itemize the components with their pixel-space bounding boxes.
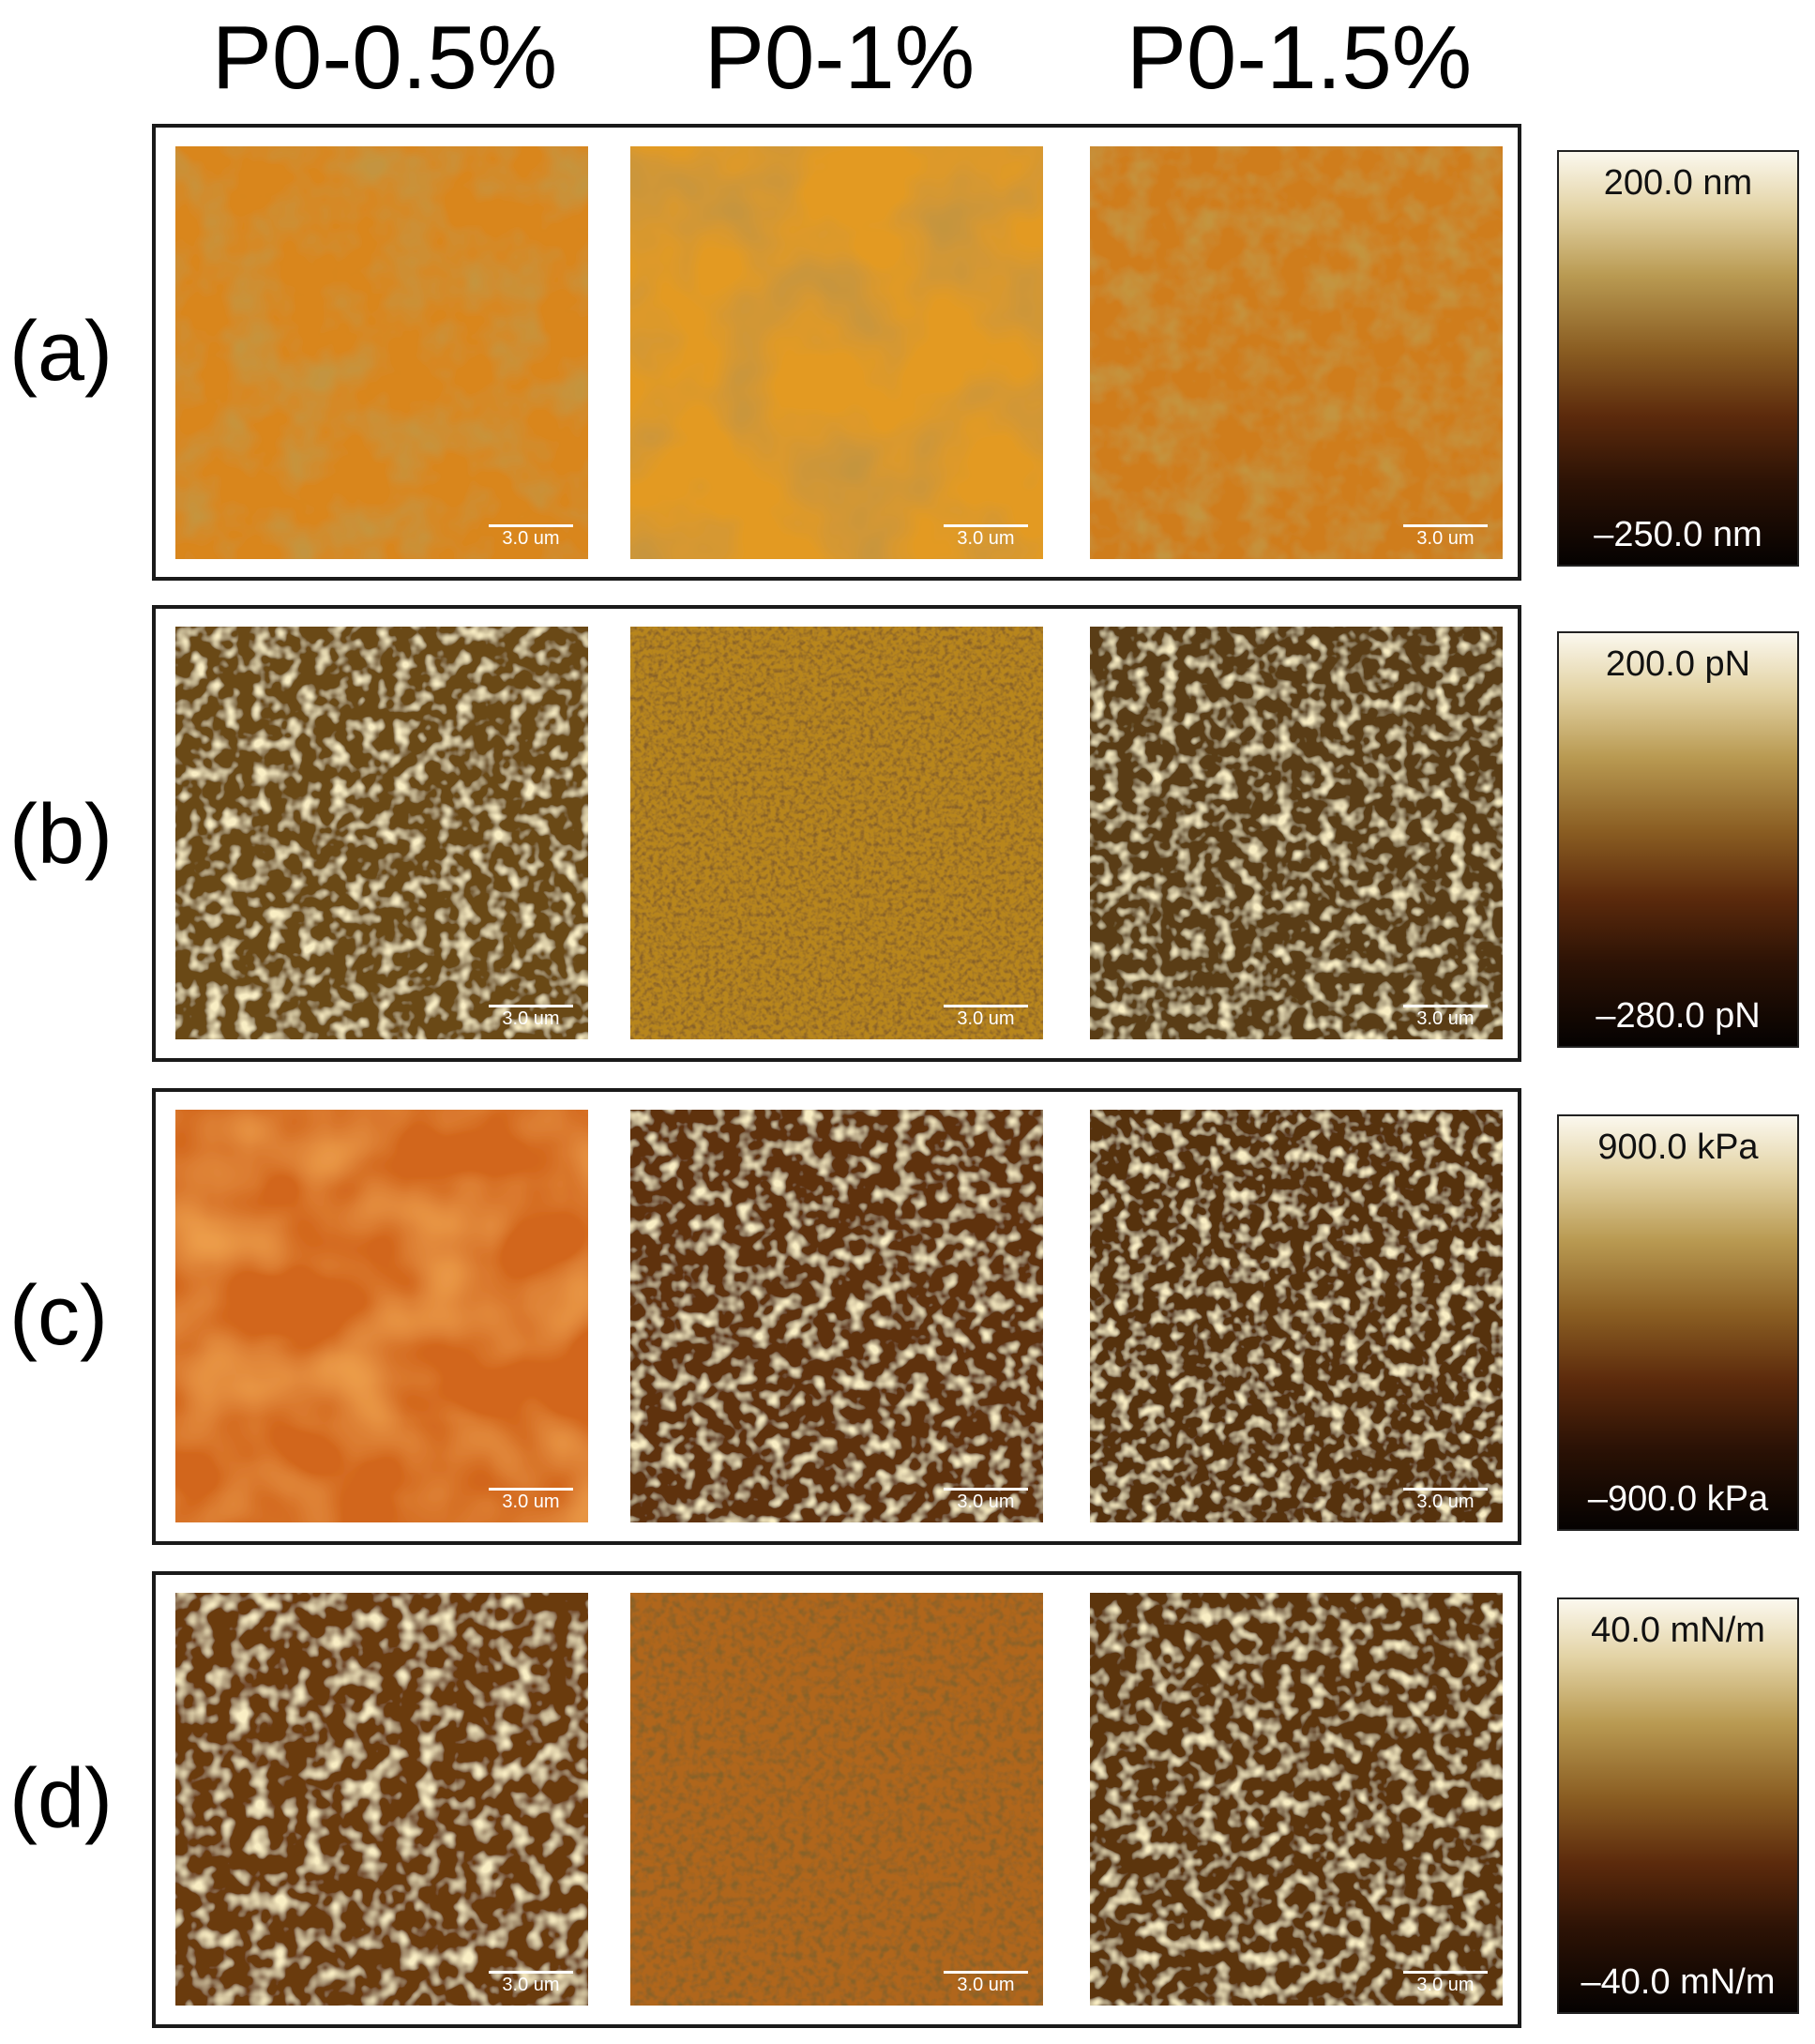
column-header-p0-1.5: P0-1.5% [1126,8,1473,108]
afm-texture [630,627,1043,1039]
scale-bar-label: 3.0 um [502,1491,560,1512]
afm-image-c-p0-1.5: 3.0 um [1090,1110,1503,1522]
row-label-a: (a) [9,305,113,399]
scale-bar-line [489,524,573,527]
colorbar-min-label: –250.0 nm [1594,515,1762,554]
scale-bar: 3.0 um [944,1971,1028,1994]
afm-image-a-p0-0.5: 3.0 um [175,146,588,559]
scale-bar-line [944,1005,1028,1007]
afm-texture [1090,1110,1503,1522]
scale-bar-line [1403,524,1488,527]
scale-bar: 3.0 um [1403,524,1488,548]
scale-bar: 3.0 um [1403,1488,1488,1511]
colorbar-surface-tension: 40.0 mN/m –40.0 mN/m [1557,1597,1799,2014]
colorbar-max-label: 900.0 kPa [1597,1128,1759,1167]
row-frame-b [152,605,1521,1062]
afm-image-a-p0-1: 3.0 um [630,146,1043,559]
scale-bar: 3.0 um [489,1488,573,1511]
scale-bar-label: 3.0 um [957,528,1015,549]
afm-texture [630,1593,1043,2006]
scale-bar-line [944,1488,1028,1491]
scale-bar: 3.0 um [944,1005,1028,1028]
afm-texture [175,1593,588,2006]
afm-texture [630,1110,1043,1522]
row-frame-a [152,124,1521,581]
scale-bar-label: 3.0 um [1416,1975,1475,1995]
row-label-b: (b) [9,788,113,882]
colorbar-max-label: 200.0 nm [1603,163,1753,203]
afm-texture [1090,146,1503,559]
scale-bar-line [1403,1971,1488,1974]
row-label-d: (d) [9,1752,113,1846]
scale-bar-label: 3.0 um [502,1975,560,1995]
scale-bar: 3.0 um [944,524,1028,548]
colorbar-modulus: 900.0 kPa –900.0 kPa [1557,1114,1799,1531]
colorbar-height: 200.0 nm –250.0 nm [1557,150,1799,567]
scale-bar-label: 3.0 um [1416,1491,1475,1512]
afm-image-d-p0-0.5: 3.0 um [175,1593,588,2006]
column-header-p0-1: P0-1% [703,8,976,108]
scale-bar-line [944,1971,1028,1974]
scale-bar-label: 3.0 um [1416,528,1475,549]
afm-image-b-p0-1.5: 3.0 um [1090,627,1503,1039]
afm-texture [1090,1593,1503,2006]
scale-bar-line [1403,1005,1488,1007]
afm-image-d-p0-1: 3.0 um [630,1593,1043,2006]
scale-bar-line [489,1488,573,1491]
scale-bar-label: 3.0 um [1416,1008,1475,1029]
afm-texture [1090,627,1503,1039]
scale-bar-label: 3.0 um [957,1975,1015,1995]
colorbar-adhesion: 200.0 pN –280.0 pN [1557,631,1799,1048]
scale-bar: 3.0 um [489,524,573,548]
scale-bar: 3.0 um [944,1488,1028,1511]
column-header-p0-0.5: P0-0.5% [211,8,558,108]
afm-image-b-p0-0.5: 3.0 um [175,627,588,1039]
scale-bar: 3.0 um [489,1971,573,1994]
row-frame-d [152,1571,1521,2028]
afm-texture [175,146,588,559]
afm-texture [175,627,588,1039]
scale-bar: 3.0 um [1403,1971,1488,1994]
scale-bar-line [944,524,1028,527]
scale-bar: 3.0 um [1403,1005,1488,1028]
colorbar-min-label: –280.0 pN [1596,996,1761,1036]
scale-bar-line [489,1005,573,1007]
colorbar-min-label: –900.0 kPa [1587,1479,1769,1519]
scale-bar-label: 3.0 um [957,1008,1015,1029]
colorbar-max-label: 40.0 mN/m [1591,1611,1765,1650]
afm-image-a-p0-1.5: 3.0 um [1090,146,1503,559]
colorbar-max-label: 200.0 pN [1605,644,1751,684]
afm-image-b-p0-1: 3.0 um [630,627,1043,1039]
colorbar-min-label: –40.0 mN/m [1581,1962,1776,2002]
scale-bar-line [489,1971,573,1974]
afm-texture [630,146,1043,559]
scale-bar-label: 3.0 um [502,1008,560,1029]
afm-image-c-p0-1: 3.0 um [630,1110,1043,1522]
scale-bar-label: 3.0 um [502,528,560,549]
afm-image-c-p0-0.5: 3.0 um [175,1110,588,1522]
scale-bar: 3.0 um [489,1005,573,1028]
scale-bar-label: 3.0 um [957,1491,1015,1512]
afm-texture [175,1110,588,1522]
afm-image-d-p0-1.5: 3.0 um [1090,1593,1503,2006]
row-frame-c [152,1088,1521,1545]
scale-bar-line [1403,1488,1488,1491]
row-label-c: (c) [9,1269,108,1363]
